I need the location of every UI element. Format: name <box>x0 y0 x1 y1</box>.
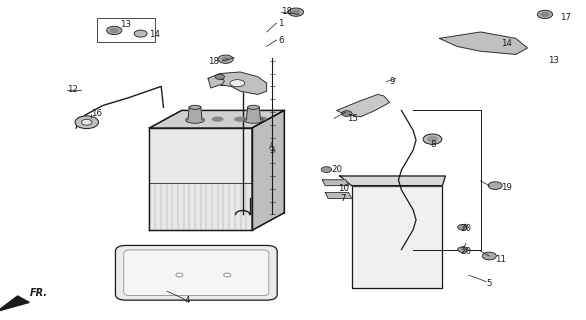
Text: 16: 16 <box>91 109 102 118</box>
Circle shape <box>111 28 118 32</box>
Circle shape <box>107 26 122 35</box>
Circle shape <box>292 10 299 14</box>
Ellipse shape <box>244 117 263 123</box>
Circle shape <box>482 252 496 260</box>
Polygon shape <box>337 94 390 117</box>
Text: 3: 3 <box>270 146 275 155</box>
Ellipse shape <box>189 105 201 109</box>
Polygon shape <box>352 186 442 288</box>
Text: FR.: FR. <box>29 288 47 298</box>
Text: 9: 9 <box>390 77 395 86</box>
Text: 20: 20 <box>460 224 471 233</box>
Ellipse shape <box>230 80 245 87</box>
Text: 7: 7 <box>340 194 345 203</box>
Polygon shape <box>440 32 527 54</box>
Ellipse shape <box>212 117 223 121</box>
Polygon shape <box>252 110 284 230</box>
Text: 10: 10 <box>338 184 349 193</box>
Polygon shape <box>340 176 445 186</box>
Ellipse shape <box>257 117 267 121</box>
Text: 4: 4 <box>185 296 190 305</box>
Text: 5: 5 <box>486 279 492 288</box>
Text: 1: 1 <box>278 19 284 28</box>
Polygon shape <box>246 107 260 120</box>
Text: 13: 13 <box>120 20 131 28</box>
Text: 17: 17 <box>560 13 571 22</box>
Polygon shape <box>325 193 352 198</box>
Bar <box>97 18 155 42</box>
Circle shape <box>488 182 502 189</box>
Text: 6: 6 <box>278 36 284 44</box>
Circle shape <box>537 10 553 19</box>
Circle shape <box>541 12 548 16</box>
Circle shape <box>222 57 229 61</box>
Circle shape <box>288 8 304 16</box>
Ellipse shape <box>235 117 246 121</box>
Text: 18: 18 <box>281 7 292 16</box>
Text: 12: 12 <box>67 85 79 94</box>
FancyBboxPatch shape <box>124 250 269 296</box>
Text: 13: 13 <box>548 56 559 65</box>
Circle shape <box>423 134 442 144</box>
Circle shape <box>458 224 468 230</box>
Polygon shape <box>0 296 29 311</box>
Circle shape <box>321 167 332 172</box>
Circle shape <box>215 74 224 79</box>
Circle shape <box>75 116 98 129</box>
Text: 8: 8 <box>431 140 436 148</box>
Circle shape <box>176 273 183 277</box>
Polygon shape <box>322 180 349 186</box>
Circle shape <box>458 247 468 252</box>
Text: 15: 15 <box>347 114 358 123</box>
Polygon shape <box>188 107 202 120</box>
Text: 20: 20 <box>331 165 342 174</box>
Circle shape <box>81 119 92 125</box>
Ellipse shape <box>247 105 259 109</box>
Circle shape <box>342 111 352 116</box>
Polygon shape <box>149 110 284 128</box>
Text: 14: 14 <box>149 30 161 39</box>
Polygon shape <box>208 72 267 94</box>
Text: 18: 18 <box>208 57 219 66</box>
Ellipse shape <box>186 117 205 123</box>
Text: 14: 14 <box>501 39 512 48</box>
Text: 20: 20 <box>460 247 471 256</box>
Polygon shape <box>149 128 252 230</box>
Text: 19: 19 <box>501 183 512 192</box>
Text: 11: 11 <box>495 255 506 264</box>
Circle shape <box>218 55 233 63</box>
FancyBboxPatch shape <box>115 245 277 300</box>
Circle shape <box>224 273 231 277</box>
Text: 2: 2 <box>220 79 225 88</box>
Circle shape <box>134 30 147 37</box>
Circle shape <box>428 137 437 142</box>
Ellipse shape <box>189 117 199 121</box>
